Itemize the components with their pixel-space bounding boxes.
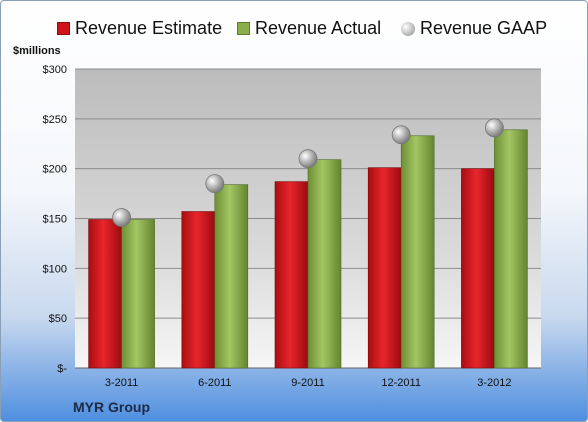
legend-item-gaap: Revenue GAAP — [401, 18, 547, 39]
y-tick-label: $- — [57, 363, 67, 375]
legend-label-gaap: Revenue GAAP — [420, 18, 548, 38]
y-axis-ticks: $- $50 $100 $150 $200 $250 $300 — [43, 64, 68, 375]
company-name: MYR Group — [73, 399, 150, 415]
x-tick-label: 6-2011 — [198, 377, 231, 389]
marker-revenue-gaap — [112, 208, 131, 227]
x-tick-label: 12-2011 — [381, 377, 421, 389]
bar-revenue-estimate — [181, 211, 216, 369]
legend-swatch-estimate — [57, 22, 70, 35]
marker-revenue-gaap — [205, 174, 225, 194]
bar-revenue-estimate — [274, 181, 309, 369]
x-tick-label: 3-2011 — [105, 377, 138, 389]
legend-swatch-gaap — [401, 21, 415, 36]
marker-revenue-gaap — [484, 118, 504, 138]
bar-revenue-estimate — [88, 219, 122, 369]
y-tick-label: $50 — [49, 313, 67, 325]
y-tick-label: $200 — [43, 164, 67, 176]
bar-revenue-estimate — [461, 168, 495, 369]
gaap-markers — [112, 118, 504, 227]
marker-revenue-gaap — [298, 149, 318, 169]
legend: Revenue Estimate Revenue Actual Revenue … — [1, 1, 587, 39]
bars — [88, 129, 528, 369]
y-tick-label: $250 — [43, 114, 67, 126]
legend-label-estimate: Revenue Estimate — [75, 18, 223, 38]
legend-swatch-actual — [237, 22, 250, 35]
bar-revenue-actual — [400, 135, 435, 369]
y-tick-label: $300 — [43, 64, 67, 76]
x-tick-label: 3-2012 — [477, 377, 511, 389]
bar-revenue-actual — [307, 159, 342, 369]
bar-revenue-estimate — [367, 167, 402, 369]
legend-item-estimate: Revenue Estimate — [57, 18, 222, 39]
legend-item-actual: Revenue Actual — [237, 18, 381, 39]
y-axis-unit-label: $millions — [13, 45, 61, 57]
x-axis-ticks: 3-2011 6-2011 9-2011 12-2011 3-2012 — [105, 377, 512, 389]
bar-revenue-actual — [214, 184, 249, 369]
bar-revenue-actual — [121, 219, 155, 369]
y-tick-label: $150 — [43, 214, 67, 226]
x-tick-label: 9-2011 — [291, 377, 324, 389]
legend-label-actual: Revenue Actual — [255, 18, 382, 38]
bar-revenue-actual — [494, 129, 528, 369]
marker-revenue-gaap — [391, 125, 411, 145]
y-tick-label: $100 — [43, 263, 67, 275]
